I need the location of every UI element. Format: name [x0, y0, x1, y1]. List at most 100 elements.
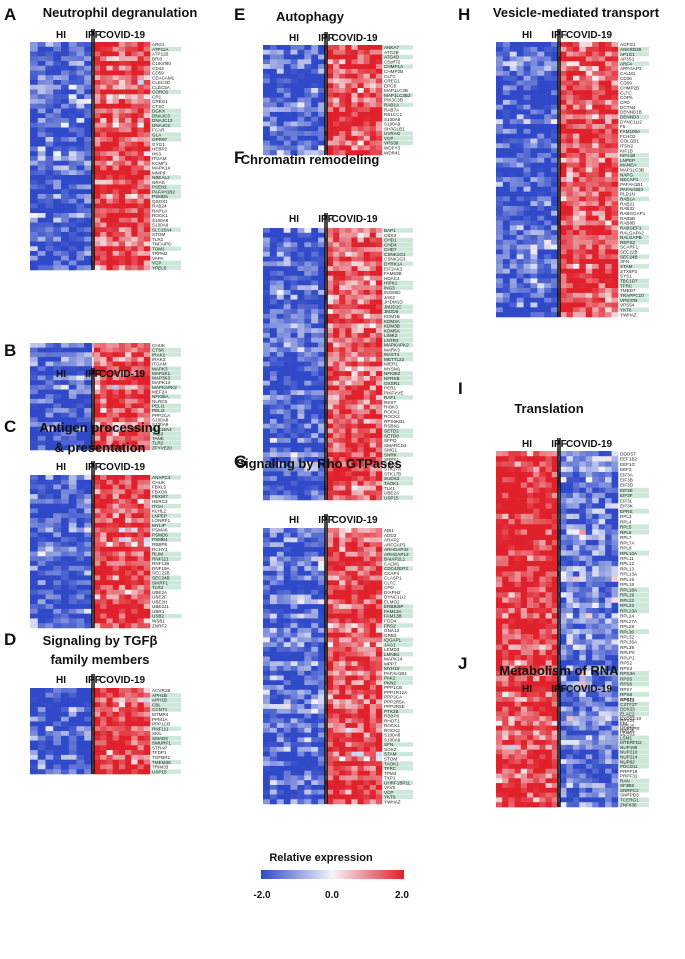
- heatmap-cell: [276, 102, 284, 108]
- heatmap-cell: [333, 337, 340, 343]
- heatmap-cell: [311, 661, 319, 667]
- heatmap-cell: [125, 436, 132, 441]
- heatmap-cell: [37, 65, 46, 71]
- heatmap-cell: [304, 395, 312, 401]
- heatmap-cell: [118, 412, 126, 418]
- heatmap-cell: [263, 661, 271, 667]
- heatmap-cell: [345, 140, 352, 146]
- heatmap-cell: [106, 141, 113, 147]
- heatmap-cell: [94, 42, 101, 48]
- heatmap-cell: [76, 764, 85, 770]
- heatmap-cell: [94, 375, 101, 381]
- heatmap-cell: [125, 604, 132, 610]
- heatmap-cell: [375, 280, 383, 286]
- heatmap-cell: [318, 685, 326, 691]
- heatmap-cell: [68, 556, 77, 562]
- heatmap-cell: [61, 151, 70, 157]
- heatmap-cell: [276, 328, 284, 334]
- heatmap-cell: [339, 107, 346, 113]
- heatmap-cell: [311, 68, 319, 74]
- heatmap-cell: [84, 361, 93, 367]
- heatmap-cell: [37, 532, 46, 538]
- heatmap-cell: [94, 127, 101, 133]
- heatmap-cell: [369, 261, 377, 267]
- heatmap-cell: [283, 575, 291, 581]
- gene-label: SH3GLB1: [384, 126, 405, 131]
- heatmap-cell: [304, 457, 312, 463]
- heatmap-cell: [100, 375, 107, 381]
- heatmap-cell: [37, 179, 46, 185]
- heatmap-cell: [84, 347, 93, 353]
- heatmap-cell: [318, 285, 326, 291]
- heatmap-cell: [290, 266, 298, 272]
- heatmap-cell: [318, 390, 326, 396]
- heatmap-cell: [325, 466, 327, 472]
- heatmap-cell: [269, 723, 278, 729]
- heatmap-cell: [84, 740, 93, 746]
- heatmap-cell: [118, 721, 126, 727]
- heatmap-cell: [263, 670, 271, 676]
- gene-label: S100A8: [152, 417, 169, 422]
- heatmap-cell: [369, 275, 377, 281]
- heatmap-cell: [112, 594, 120, 600]
- heatmap-cell: [131, 707, 138, 713]
- heatmap-cell: [269, 395, 278, 401]
- heatmap-cell: [375, 332, 383, 339]
- heatmap-cell: [131, 89, 138, 95]
- heatmap-cell: [345, 395, 352, 401]
- heatmap-cell: [283, 299, 291, 305]
- heatmap-cell: [276, 395, 284, 401]
- heatmap-cell: [263, 775, 271, 781]
- heatmap-cell: [143, 518, 151, 524]
- heatmap-cell: [53, 513, 62, 519]
- heatmap-cell: [325, 485, 327, 491]
- heatmap-cell: [92, 232, 94, 238]
- heatmap-cell: [30, 479, 39, 485]
- heatmap-cell: [76, 70, 85, 76]
- heatmap-cell: [45, 716, 54, 722]
- heatmap-cell: [318, 618, 326, 624]
- heatmap-cell: [357, 323, 364, 329]
- gene-highlight: [383, 93, 413, 98]
- heatmap-cell: [61, 347, 70, 353]
- heatmap-cell: [131, 754, 138, 760]
- heatmap-cell: [263, 299, 271, 305]
- heatmap-cell: [269, 299, 278, 305]
- heatmap-cell: [357, 92, 364, 98]
- heatmap-cell: [369, 366, 377, 372]
- heatmap-cell: [30, 222, 39, 228]
- heatmap-cell: [30, 398, 39, 404]
- heatmap-cell: [283, 770, 291, 776]
- heatmap-cell: [311, 532, 319, 538]
- heatmap-cell: [283, 59, 291, 65]
- heatmap-cell: [125, 769, 132, 775]
- heatmap-cell: [84, 731, 93, 737]
- heatmap-cell: [363, 313, 371, 319]
- heatmap-cell: [325, 495, 327, 501]
- heatmap-cell: [143, 236, 151, 242]
- heatmap-cell: [137, 170, 145, 176]
- heatmap-cell: [37, 475, 46, 481]
- heatmap-cell: [290, 395, 298, 401]
- heatmap-cell: [125, 236, 132, 242]
- heatmap-cell: [325, 121, 327, 127]
- heatmap-cell: [276, 547, 284, 553]
- heatmap-cell: [53, 70, 62, 76]
- heatmap-cell: [143, 599, 151, 605]
- heatmap-cell: [100, 688, 107, 694]
- heatmap-cell: [311, 237, 319, 243]
- gene-label: LNTR2: [384, 338, 399, 343]
- gene-label: PSEN1: [152, 185, 168, 190]
- heatmap-cell: [92, 151, 94, 157]
- heatmap-cell: [375, 304, 383, 310]
- heatmap-cell: [345, 437, 352, 444]
- heatmap-cell: [68, 494, 77, 500]
- heatmap-cell: [345, 280, 352, 286]
- heatmap-cell: [283, 589, 291, 595]
- heatmap-cell: [333, 121, 340, 127]
- heatmap-cell: [53, 764, 62, 770]
- heatmap-cell: [339, 247, 346, 253]
- heatmap-cell: [118, 251, 126, 257]
- heatmap-cell: [61, 236, 70, 242]
- heatmap-cell: [290, 404, 298, 410]
